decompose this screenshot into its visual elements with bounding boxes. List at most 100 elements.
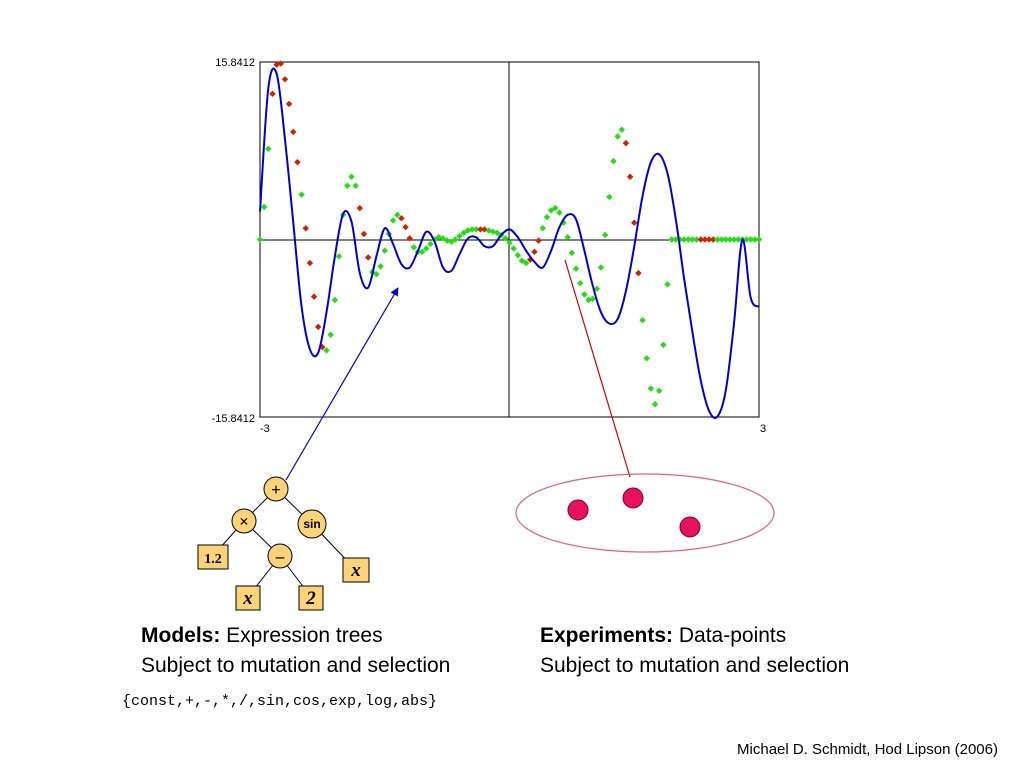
experiment-ellipse — [515, 473, 775, 553]
data-point — [377, 263, 384, 270]
data-point — [285, 100, 293, 108]
svg-text:–: – — [275, 547, 285, 566]
data-point — [418, 248, 426, 256]
data-point — [518, 257, 526, 264]
data-point — [651, 401, 659, 408]
data-point — [639, 316, 646, 324]
data-point — [352, 182, 359, 189]
data-point — [676, 236, 684, 243]
data-point — [281, 76, 289, 83]
data-point — [685, 236, 692, 243]
experiment-point — [567, 499, 589, 521]
data-point — [589, 295, 596, 303]
tree-node-sin: sin — [297, 509, 327, 539]
tree-node-x-left: x — [235, 585, 261, 611]
data-point — [606, 193, 613, 201]
data-point — [265, 145, 272, 152]
models-caption: Models: Expression trees Subject to muta… — [141, 621, 450, 681]
data-point — [364, 254, 372, 261]
data-point — [539, 225, 546, 232]
data-point — [269, 90, 276, 98]
svg-text:2: 2 — [305, 588, 316, 609]
data-point — [489, 228, 497, 235]
models-line2: Subject to mutation and selection — [141, 654, 451, 677]
data-point — [747, 236, 754, 243]
data-point — [510, 245, 517, 252]
data-point — [610, 157, 617, 165]
experiments-title: Experiments: — [540, 624, 674, 647]
data-point — [718, 236, 725, 243]
data-point — [456, 232, 463, 240]
experiment-point — [622, 487, 644, 509]
x-tick-right: 3 — [760, 423, 766, 435]
data-point — [543, 213, 551, 221]
data-point — [535, 237, 542, 244]
data-point — [402, 223, 409, 231]
data-point — [730, 236, 738, 243]
data-point — [315, 323, 322, 331]
data-point — [697, 236, 704, 243]
model-curve — [259, 67, 760, 419]
data-point — [290, 128, 297, 136]
tree-node-two: 2 — [298, 585, 324, 611]
data-point — [381, 247, 388, 254]
data-point — [576, 279, 584, 287]
tree-node-minus: – — [267, 543, 293, 569]
data-point — [660, 341, 667, 349]
experiments-subtitle: Data-points — [673, 624, 787, 647]
data-point — [348, 173, 355, 180]
data-point — [755, 236, 763, 243]
data-point — [423, 245, 430, 252]
data-point — [743, 236, 750, 243]
tree-node-const: 1.2 — [197, 544, 229, 570]
citation: Michael D. Schmidt, Hod Lipson (2006) — [737, 741, 998, 758]
data-point — [564, 234, 571, 241]
model-arrow — [285, 287, 399, 481]
data-point — [302, 225, 309, 232]
data-point — [273, 61, 280, 68]
data-point — [389, 217, 397, 224]
data-point — [356, 204, 363, 212]
data-point — [277, 60, 284, 67]
svg-text:×: × — [239, 512, 249, 531]
data-point — [344, 182, 351, 189]
data-point — [298, 191, 305, 198]
data-point — [710, 236, 717, 243]
data-point — [306, 259, 314, 267]
data-point — [672, 236, 680, 243]
data-point — [514, 251, 522, 259]
data-point — [556, 209, 563, 216]
data-point — [477, 226, 484, 233]
data-point — [593, 285, 601, 293]
data-point — [751, 236, 759, 243]
svg-text:+: + — [271, 480, 281, 499]
tree-node-plus: + — [263, 476, 289, 502]
y-tick-bottom: -15.8412 — [212, 413, 255, 425]
data-point — [473, 226, 480, 233]
svg-text:x: x — [242, 588, 253, 609]
models-subtitle: Expression trees — [220, 624, 383, 647]
data-point — [531, 248, 538, 256]
experiments-line2: Subject to mutation and selection — [540, 654, 850, 677]
data-point — [668, 236, 675, 243]
data-point — [506, 239, 513, 247]
data-point — [522, 259, 530, 267]
data-point — [572, 265, 580, 272]
tree-node-x-right: x — [342, 557, 370, 583]
x-tick-left: -3 — [260, 423, 270, 435]
data-point — [323, 347, 330, 354]
data-point — [635, 269, 642, 277]
data-point — [735, 236, 742, 243]
data-point — [502, 235, 509, 242]
data-point — [705, 236, 713, 243]
data-point — [680, 236, 688, 243]
experiments-caption: Experiments: Data-points Subject to muta… — [540, 621, 849, 681]
models-title: Models: — [141, 624, 221, 647]
data-point — [631, 219, 638, 226]
data-point — [410, 244, 418, 251]
data-point — [452, 236, 459, 243]
data-point — [656, 387, 663, 394]
data-point — [701, 236, 709, 243]
data-point — [622, 139, 630, 147]
